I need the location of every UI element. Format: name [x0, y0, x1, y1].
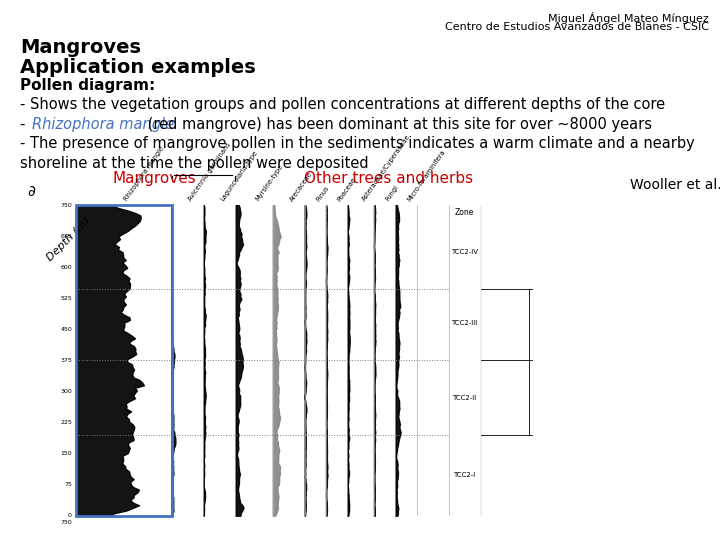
Text: Rhizophora mangle: Rhizophora mangle: [124, 146, 166, 202]
Text: Arecaceae: Arecaceae: [289, 171, 314, 202]
Text: Pinus: Pinus: [315, 185, 330, 202]
Text: TCC2-I: TCC2-I: [454, 472, 476, 478]
Text: Micro-foraminifera: Micro-foraminifera: [406, 148, 446, 202]
Text: Poaceae: Poaceae: [337, 176, 358, 202]
Text: Miguel Ángel Mateo Mínguez: Miguel Ángel Mateo Mínguez: [549, 12, 709, 24]
Text: 375: 375: [60, 358, 72, 363]
Text: 525: 525: [60, 296, 72, 301]
Text: 300: 300: [60, 389, 72, 394]
Text: -: -: [20, 117, 30, 132]
Text: Rhizophora mangle: Rhizophora mangle: [32, 117, 174, 132]
Text: 0: 0: [68, 513, 72, 518]
Text: TCC2-IV: TCC2-IV: [451, 249, 478, 255]
Text: TCC2-II: TCC2-II: [452, 395, 477, 401]
Text: Asteraceae/Cyperaceae: Asteraceae/Cyperaceae: [361, 134, 411, 202]
Text: 675: 675: [60, 234, 72, 239]
Text: - Shows the vegetation groups and pollen concentrations at different depths of t: - Shows the vegetation groups and pollen…: [20, 97, 665, 112]
Text: (red mangrove) has been dominant at this site for over ~8000 years: (red mangrove) has been dominant at this…: [143, 117, 652, 132]
Text: Fungi: Fungi: [384, 185, 400, 202]
Text: Myrsine-type: Myrsine-type: [254, 164, 284, 202]
Text: TCC2-III: TCC2-III: [451, 320, 477, 326]
Text: ∂: ∂: [27, 184, 35, 199]
Text: 225: 225: [60, 420, 72, 425]
Text: 75: 75: [64, 482, 72, 487]
Text: 450: 450: [60, 327, 72, 332]
Text: 750: 750: [60, 520, 72, 525]
Text: Pollen diagram:: Pollen diagram:: [20, 78, 156, 93]
Text: Mangroves: Mangroves: [20, 38, 141, 57]
Text: 750: 750: [60, 202, 72, 208]
Text: Centro de Estudios Avanzados de Blanes - CSIC: Centro de Estudios Avanzados de Blanes -…: [445, 22, 709, 32]
Text: shoreline at the time the pollen were deposited: shoreline at the time the pollen were de…: [20, 156, 369, 171]
Text: Application examples: Application examples: [20, 58, 256, 77]
Text: Laguncularia-type: Laguncularia-type: [220, 150, 259, 202]
Text: 150: 150: [60, 451, 72, 456]
Text: Wooller et al.  2007: Wooller et al. 2007: [630, 178, 720, 192]
Text: Depth (m): Depth (m): [45, 216, 92, 264]
Text: - The presence of mangrove pollen in the sediments indicates a warm climate and : - The presence of mangrove pollen in the…: [20, 136, 695, 151]
Text: Other trees and herbs: Other trees and herbs: [305, 171, 473, 186]
Text: Avicennia germinans: Avicennia germinans: [187, 142, 233, 202]
Text: Mangroves: Mangroves: [113, 171, 197, 186]
Text: 600: 600: [60, 265, 72, 270]
Text: Zone: Zone: [455, 208, 474, 217]
